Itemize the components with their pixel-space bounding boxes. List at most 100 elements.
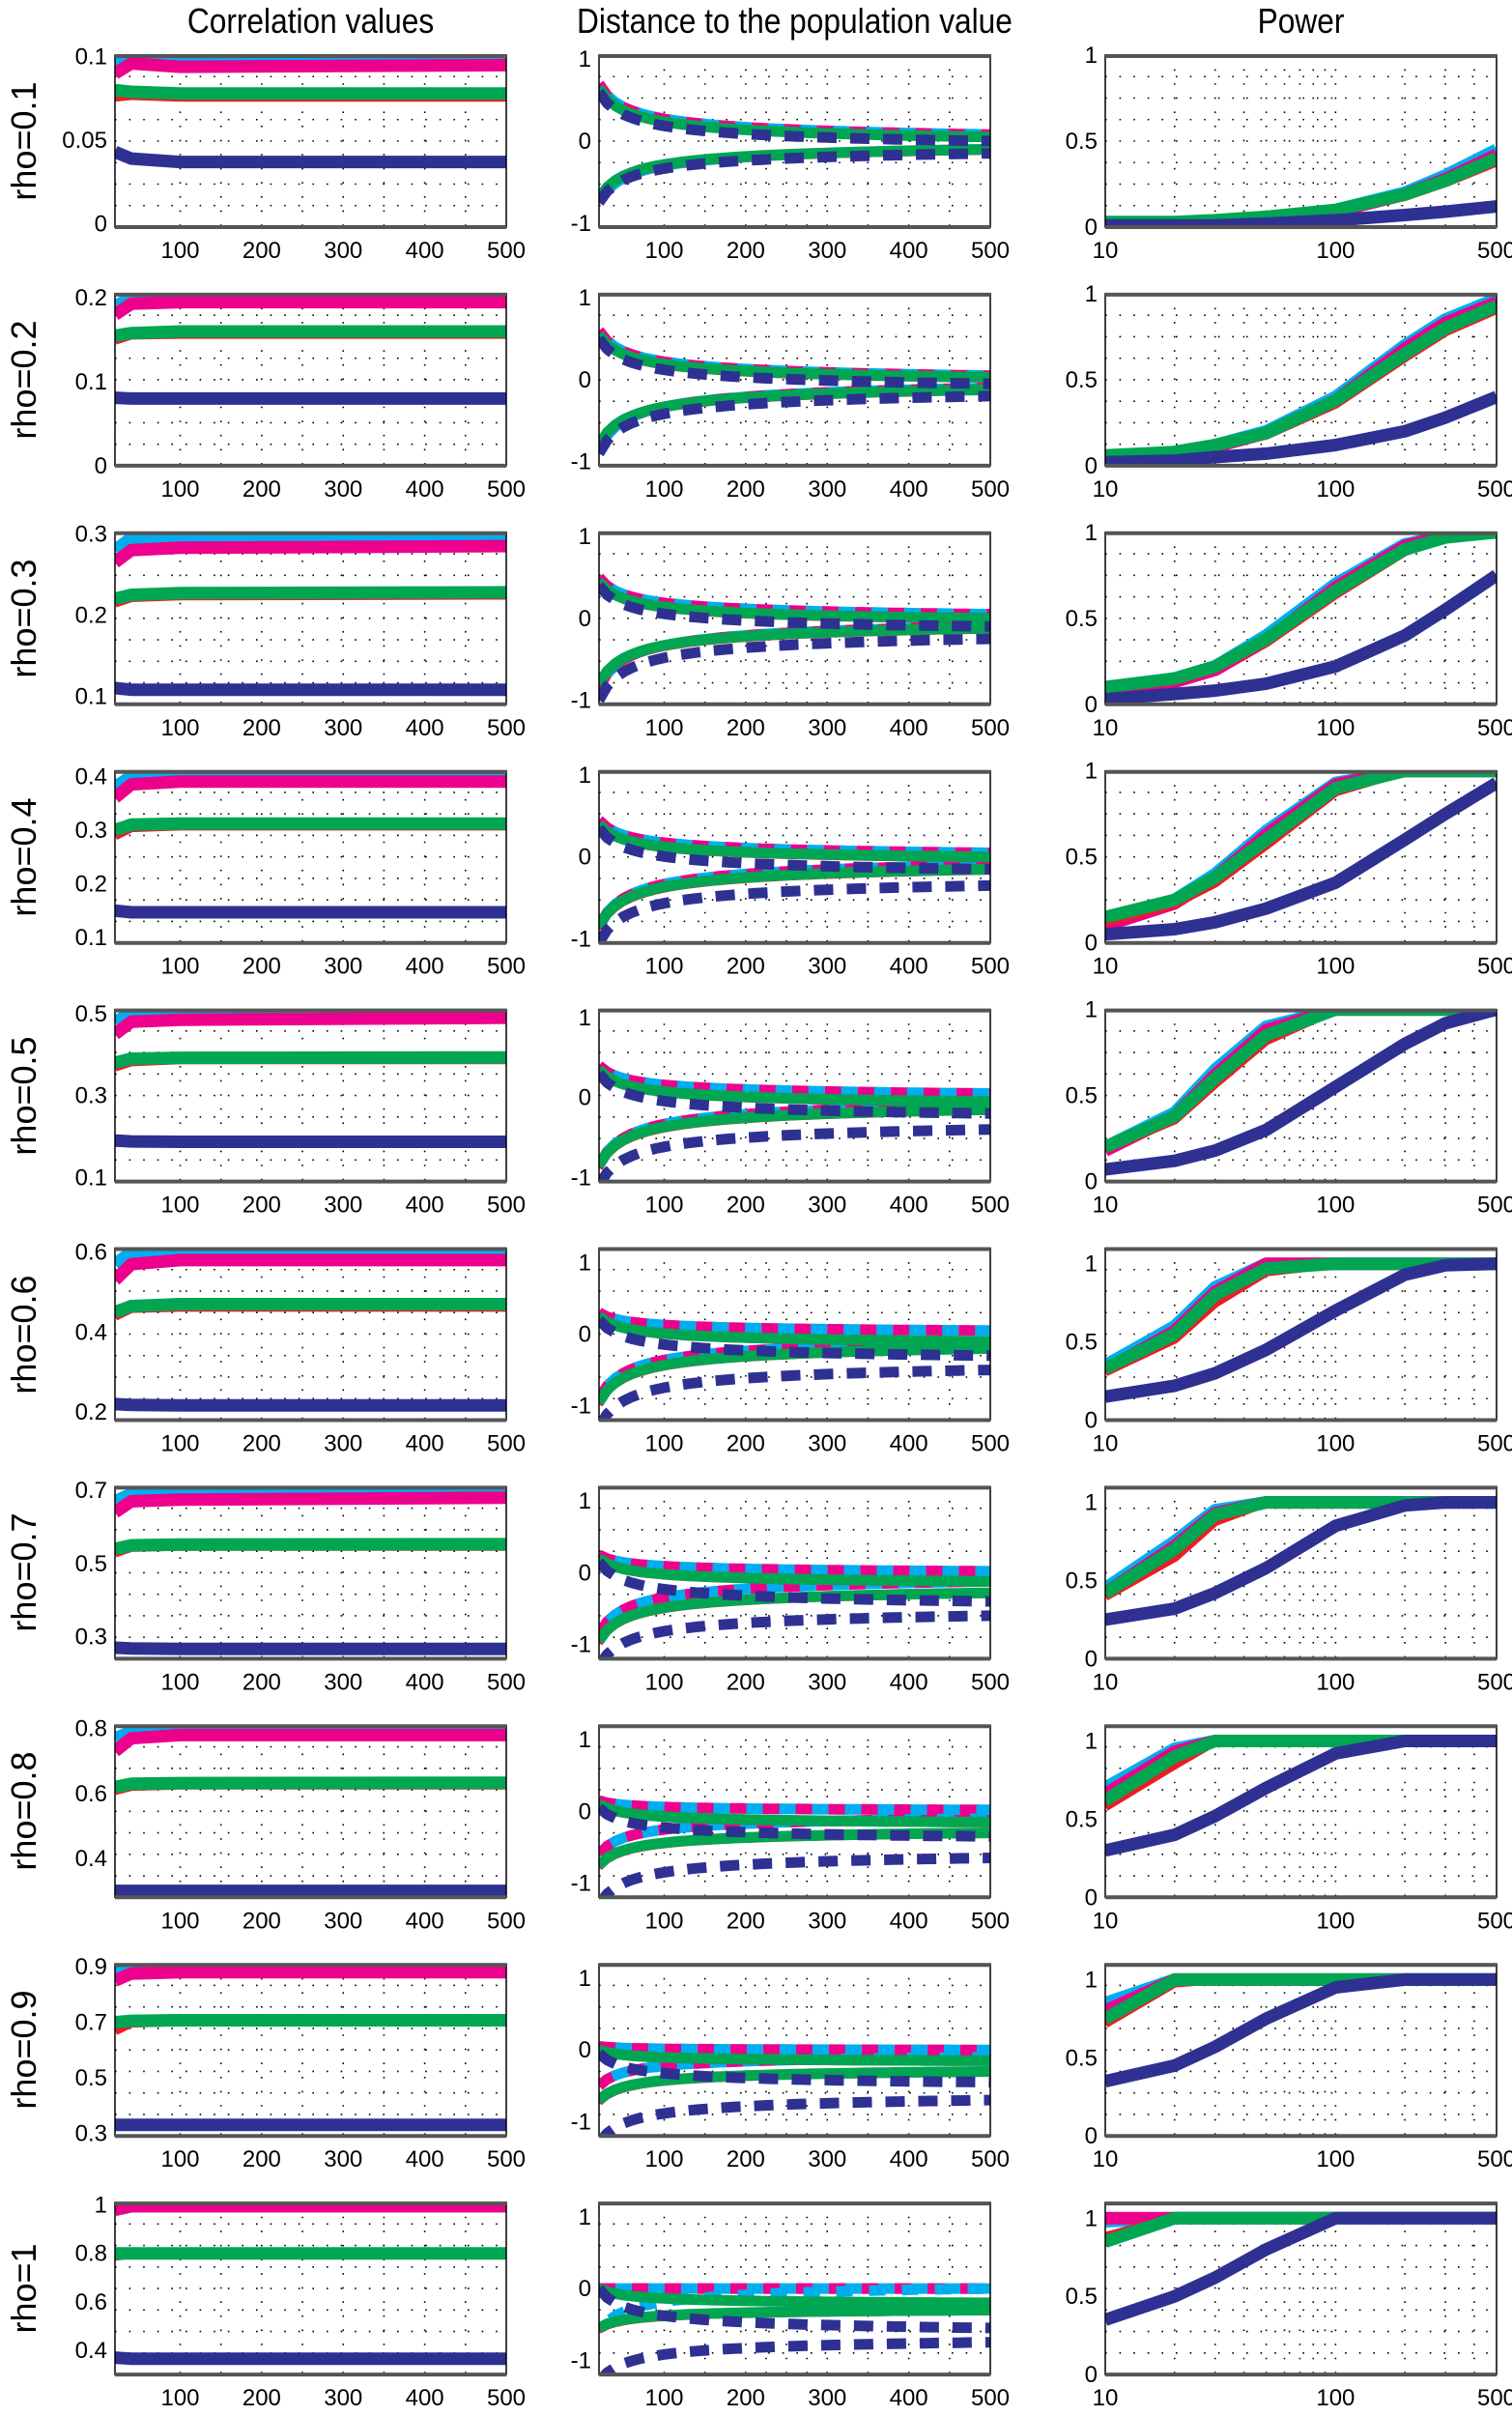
x-tick-label: 100 — [160, 1431, 199, 1457]
x-tick-label: 500 — [971, 1193, 1010, 1219]
series-line-navy-lower — [599, 390, 990, 457]
series-line-navy-lower — [599, 1124, 990, 1182]
y-tick-label: 1 — [1085, 520, 1098, 546]
x-tick-label: 400 — [890, 1431, 928, 1457]
grid — [115, 770, 506, 943]
x-tick-label: 500 — [1477, 715, 1512, 741]
y-tick-label: 0.5 — [1066, 2284, 1098, 2310]
x-tick-label: 200 — [242, 238, 281, 264]
y-tick-label: 0 — [579, 1560, 591, 1586]
x-tick-label: 500 — [971, 1431, 1010, 1457]
series-line-navy — [115, 146, 506, 169]
grid — [115, 293, 506, 466]
x-tick-label: 10 — [1093, 238, 1119, 264]
y-tick-label: 0 — [1085, 2123, 1098, 2149]
y-tick-label: -1 — [571, 211, 591, 237]
series-group — [1105, 1009, 1497, 1176]
plot-frame — [114, 1485, 507, 1660]
distance-panel: -1 0 1 100 200 300 400 500 — [571, 285, 1010, 503]
y-tick-label: 0.1 — [75, 683, 107, 709]
y-tick-label: 1 — [579, 1966, 591, 1992]
series-group — [1105, 1735, 1497, 1857]
y-tick-label: 0.1 — [75, 1165, 107, 1191]
x-tick-label: 400 — [890, 954, 928, 980]
x-tick-label: 500 — [971, 2146, 1010, 2172]
grid — [115, 1248, 506, 1421]
series-line-cyan-upper — [599, 1795, 990, 1816]
x-tick-label: 100 — [160, 1908, 199, 1934]
power-panel: 0 0.5 1 10 100 500 — [1066, 520, 1512, 741]
series-group — [599, 2283, 990, 2375]
plot-frame — [1104, 1008, 1498, 1183]
series-line-navy — [1105, 390, 1497, 466]
series-line-navy — [115, 681, 506, 697]
power-panel: 0 0.5 1 10 100 500 — [1066, 1247, 1512, 1457]
y-tick-label: 0.05 — [62, 128, 107, 154]
x-tick-label: 100 — [1316, 2385, 1355, 2411]
series-line-magenta — [115, 1728, 506, 1757]
y-tick-label: 0 — [579, 2037, 591, 2063]
y-tick-label: 0.5 — [1066, 1330, 1098, 1356]
grid — [115, 532, 506, 705]
series-line-green-lower — [599, 384, 990, 448]
series-line-navy — [1105, 569, 1497, 705]
x-tick-label: 300 — [808, 1431, 846, 1457]
x-tick-label: 500 — [487, 2146, 526, 2172]
x-tick-label: 200 — [242, 2146, 281, 2172]
distance-panel: -1 0 1 100 200 300 400 500 — [571, 524, 1010, 741]
y-tick-label: 0 — [1085, 2362, 1098, 2388]
x-tick-label: 400 — [406, 1669, 444, 1695]
x-tick-label: 500 — [487, 1908, 526, 1934]
series-line-magenta — [1105, 1257, 1497, 1376]
x-tick-label: 400 — [406, 476, 444, 503]
y-tick-label: 0 — [579, 606, 591, 632]
series-line-red — [1105, 1258, 1497, 1376]
grid — [115, 1964, 506, 2137]
y-tick-label: 1 — [1085, 997, 1098, 1023]
grid — [115, 1486, 506, 1659]
series-line-cyan — [1105, 1257, 1497, 1371]
x-tick-label: 500 — [971, 715, 1010, 741]
distance-panel: -1 0 1 100 200 300 400 500 — [571, 1724, 1010, 1934]
y-tick-label: 1 — [579, 1250, 591, 1276]
x-tick-label: 100 — [1316, 954, 1355, 980]
series-line-green-upper — [599, 2044, 990, 2066]
x-tick-label: 100 — [1316, 476, 1355, 503]
grid — [1105, 770, 1497, 943]
series-line-green — [1105, 1257, 1497, 1374]
y-tick-label: 0 — [579, 1085, 591, 1111]
x-tick-label: 200 — [242, 1669, 281, 1695]
y-tick-label: -1 — [571, 2347, 591, 2373]
y-tick-label: 0.3 — [75, 1083, 107, 1109]
plot-frame — [114, 1724, 507, 1899]
series-line-cyan-upper — [599, 1549, 990, 1577]
y-tick-label: 0.5 — [1066, 2045, 1098, 2071]
series-line-navy — [1105, 2211, 1497, 2326]
x-tick-label: 10 — [1093, 1908, 1119, 1934]
series-line-navy-upper — [599, 1315, 990, 1362]
x-tick-label: 400 — [890, 715, 928, 741]
power-panel: 0 0.5 1 10 100 500 — [1066, 43, 1512, 264]
y-tick-label: 0.1 — [75, 925, 107, 951]
x-tick-label: 500 — [487, 2385, 526, 2411]
distance-panel: -1 0 1 100 200 300 400 500 — [571, 762, 1010, 980]
series-line-magenta — [115, 296, 506, 321]
series-line-cyan-upper — [599, 2041, 990, 2056]
y-tick-label: 0.5 — [1066, 367, 1098, 393]
plot-frame — [114, 1008, 507, 1183]
y-tick-label: 0.5 — [1066, 606, 1098, 632]
series-line-navy-lower — [599, 879, 990, 943]
x-tick-label: 200 — [727, 2146, 765, 2172]
series-group — [115, 55, 506, 169]
series-group — [599, 1308, 990, 1421]
series-line-green — [1105, 300, 1497, 462]
correlation-panel: 0.1 0.3 0.5 100 200 300 400 500 — [75, 1001, 526, 1219]
power-panel: 0 0.5 1 10 100 500 — [1066, 1963, 1512, 2172]
x-tick-label: 300 — [808, 2385, 846, 2411]
series-line-green — [115, 1050, 506, 1070]
x-tick-label: 100 — [644, 1431, 683, 1457]
y-tick-label: 0.5 — [1066, 1083, 1098, 1109]
power-panel: 0 0.5 1 10 100 500 — [1066, 1724, 1512, 1934]
x-tick-label: 400 — [406, 2385, 444, 2411]
series-line-navy — [115, 1641, 506, 1655]
